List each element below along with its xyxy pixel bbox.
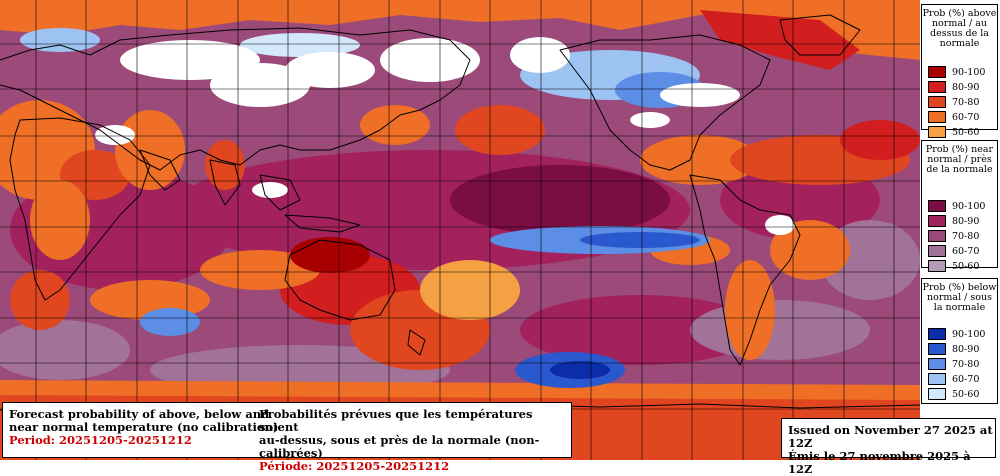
legend-swatch: [928, 373, 946, 385]
legend-below-row: 60-70: [928, 372, 979, 386]
legend-swatch: [928, 388, 946, 400]
legend-below-row: 70-80: [928, 357, 979, 371]
legend-label: 90-100: [952, 200, 986, 212]
legend-swatch: [928, 111, 946, 123]
below-normal-regions: [20, 28, 710, 388]
legend-above-row: 90-100: [928, 65, 985, 79]
legend-label: 70-80: [952, 96, 980, 108]
legend-swatch: [928, 81, 946, 93]
legend-below-title: Prob (%) below normal / sous la normale: [922, 282, 997, 313]
legend-label: 80-90: [952, 343, 980, 355]
info-fr-line2: au-dessus, sous et près de la normale (n…: [259, 433, 540, 460]
info-en-line1: Forecast probability of above, below and: [9, 407, 270, 421]
lat-lon-grid: [0, 0, 920, 460]
info-en-line2: near normal temperature (no calibration): [9, 420, 279, 434]
legend-label: 50-60: [952, 388, 980, 400]
legend-swatch: [928, 245, 946, 257]
issued-info-box: Issued on November 27 2025 at 12Z Émis l…: [781, 418, 996, 476]
legend-above-row: 80-90: [928, 80, 979, 94]
legend-label: 70-80: [952, 358, 980, 370]
legend-swatch: [928, 215, 946, 227]
info-fr-period: Période: 20251205-20251212: [259, 459, 450, 473]
legend-swatch: [928, 200, 946, 212]
legend-below-row: 80-90: [928, 342, 979, 356]
legend-above-row: 70-80: [928, 95, 979, 109]
legend-near-normal: Prob (%) near normal / près de la normal…: [921, 140, 998, 272]
issued-fr: Émis le 27 novembre 2025 à 12Z: [788, 449, 971, 476]
legend-below-row: 50-60: [928, 387, 979, 401]
legend-swatch: [928, 328, 946, 340]
legend-above-row: 50-60: [928, 125, 979, 139]
legend-swatch: [928, 260, 946, 272]
legend-above-title: Prob (%) above normal / au dessus de la …: [922, 8, 997, 49]
legend-label: 50-60: [952, 126, 980, 138]
issued-en: Issued on November 27 2025 at 12Z: [788, 423, 993, 450]
legend-near-row: 70-80: [928, 229, 979, 243]
legend-label: 70-80: [952, 230, 980, 242]
info-fr-line1: Probabilités prévues que les température…: [259, 407, 533, 434]
legend-swatch: [928, 358, 946, 370]
legend-label: 80-90: [952, 215, 980, 227]
legend-swatch: [928, 66, 946, 78]
legend-above-row: 60-70: [928, 110, 979, 124]
legend-label: 80-90: [952, 81, 980, 93]
legend-near-row: 90-100: [928, 199, 985, 213]
legend-swatch: [928, 126, 946, 138]
info-en-period: Period: 20251205-20251212: [9, 433, 192, 447]
legend-label: 90-100: [952, 66, 986, 78]
legend-swatch: [928, 96, 946, 108]
legend-below-normal: Prob (%) below normal / sous la normale …: [921, 278, 998, 404]
legend-near-title: Prob (%) near normal / près de la normal…: [925, 144, 994, 175]
legend-label: 60-70: [952, 245, 980, 257]
legend-near-row: 50-60: [928, 259, 979, 273]
legend-swatch: [928, 343, 946, 355]
legend-near-row: 60-70: [928, 244, 979, 258]
legend-near-row: 80-90: [928, 214, 979, 228]
legend-label: 60-70: [952, 373, 980, 385]
forecast-info-box: Forecast probability of above, below and…: [2, 402, 572, 473]
no-signal-regions: [95, 37, 795, 235]
legend-above-normal: Prob (%) above normal / au dessus de la …: [921, 4, 998, 138]
legend-label: 50-60: [952, 260, 980, 272]
legend-label: 60-70: [952, 111, 980, 123]
legend-below-row: 90-100: [928, 327, 985, 341]
forecast-map: [0, 0, 920, 460]
legend-label: 90-100: [952, 328, 986, 340]
legend-swatch: [928, 230, 946, 242]
